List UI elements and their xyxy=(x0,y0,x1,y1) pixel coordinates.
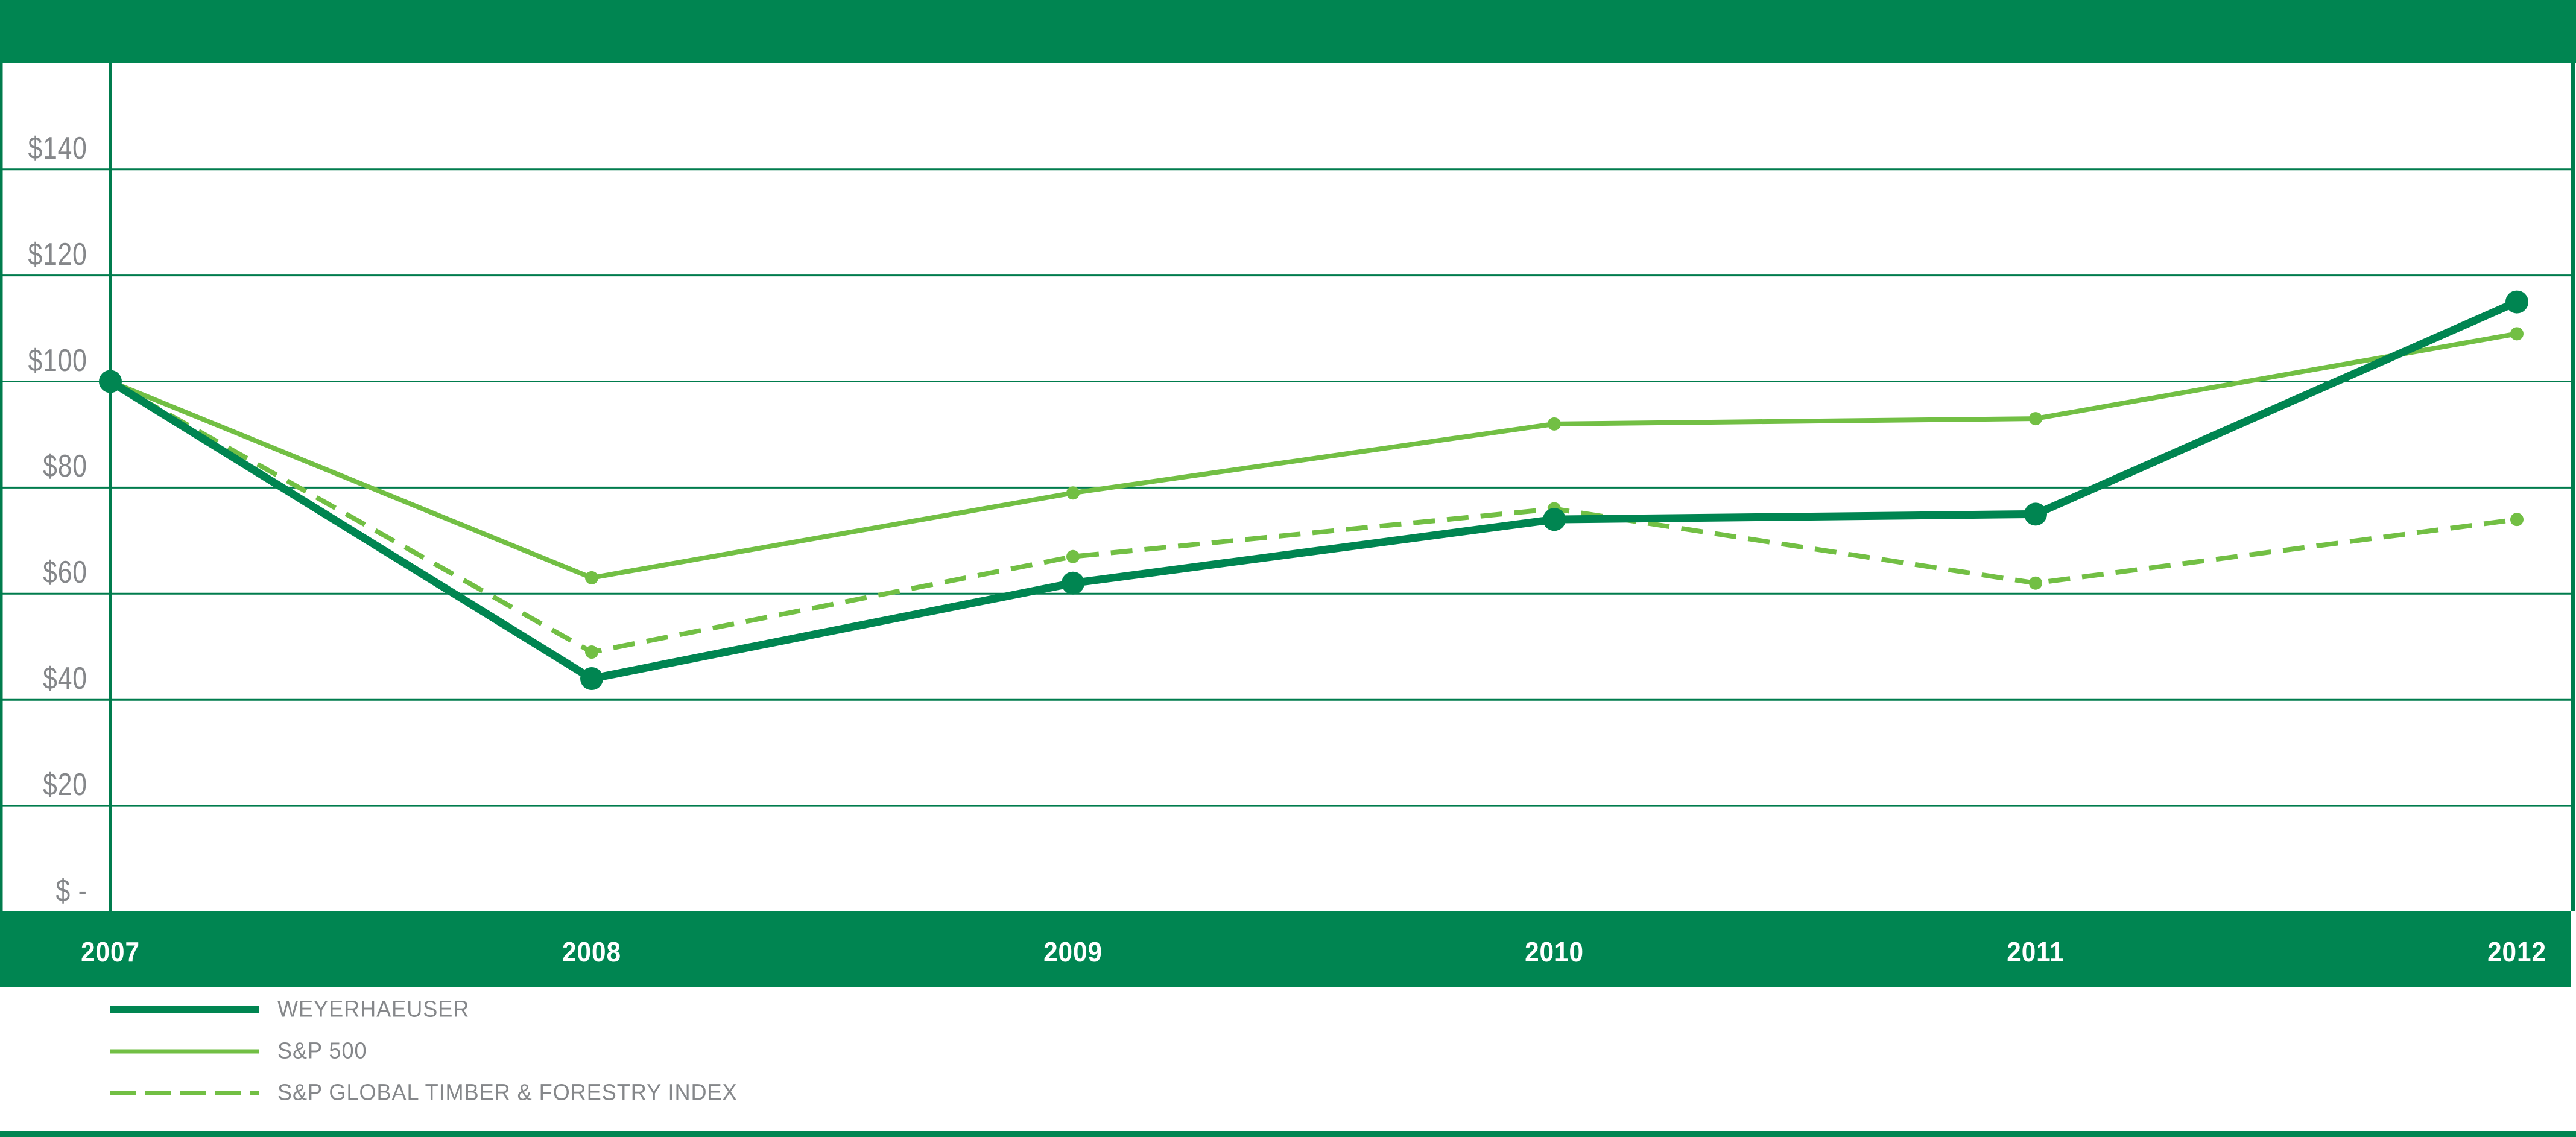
data-point-2008-timber-index xyxy=(585,645,598,659)
legend-label-timber-index: S&P GLOBAL TIMBER & FORESTRY INDEX xyxy=(277,1080,738,1106)
data-point-2011-timber-index xyxy=(2029,576,2042,590)
x-axis-band xyxy=(0,911,2571,987)
series-line-weyerhaeuser xyxy=(108,298,2519,683)
legend-swatch-timber-index xyxy=(110,1091,259,1095)
y-tick-label-100: $100 xyxy=(28,343,87,378)
legend-label-sp500: S&P 500 xyxy=(277,1038,367,1064)
y-tick-label-20: $20 xyxy=(43,767,87,803)
data-point-2008-sp500 xyxy=(585,571,598,584)
series-line-sp500 xyxy=(109,331,2517,581)
data-point-2010-weyerhaeuser xyxy=(1543,508,1566,531)
legend-label-weyerhaeuser: WEYERHAEUSER xyxy=(277,996,470,1022)
y-tick-label-60: $60 xyxy=(43,555,87,591)
y-tick-label-0: $ - xyxy=(55,873,87,908)
year-label-2012: 2012 xyxy=(2487,936,2546,968)
year-label-2008: 2008 xyxy=(562,936,621,968)
year-label-2010: 2010 xyxy=(1525,936,1584,968)
y-tick-label-40: $40 xyxy=(43,661,87,697)
data-point-2008-weyerhaeuser xyxy=(580,667,603,691)
data-point-2007-weyerhaeuser xyxy=(99,370,122,393)
data-point-2012-sp500 xyxy=(2510,327,2524,341)
legend-swatch-weyerhaeuser xyxy=(110,1006,259,1013)
series-line-timber-index xyxy=(109,379,2517,655)
data-point-2012-timber-index xyxy=(2510,513,2524,527)
data-point-2011-weyerhaeuser xyxy=(2024,502,2047,526)
data-point-2012-weyerhaeuser xyxy=(2505,290,2528,314)
data-point-2009-weyerhaeuser xyxy=(1062,571,1084,595)
y-tick-label-140: $140 xyxy=(28,130,87,166)
y-tick-label-80: $80 xyxy=(43,449,87,484)
data-point-2010-sp500 xyxy=(1548,417,1561,431)
legend-swatch-sp500 xyxy=(110,1049,259,1054)
data-point-2011-sp500 xyxy=(2029,412,2042,426)
data-point-2009-timber-index xyxy=(1066,549,1080,563)
y-tick-label-120: $120 xyxy=(28,236,87,272)
data-point-2009-sp500 xyxy=(1066,486,1080,500)
year-label-2007: 2007 xyxy=(81,936,140,968)
year-label-2009: 2009 xyxy=(1043,936,1103,968)
year-label-2011: 2011 xyxy=(2007,936,2065,968)
top-banner xyxy=(0,0,2576,63)
bottom-bar xyxy=(0,1131,2576,1137)
